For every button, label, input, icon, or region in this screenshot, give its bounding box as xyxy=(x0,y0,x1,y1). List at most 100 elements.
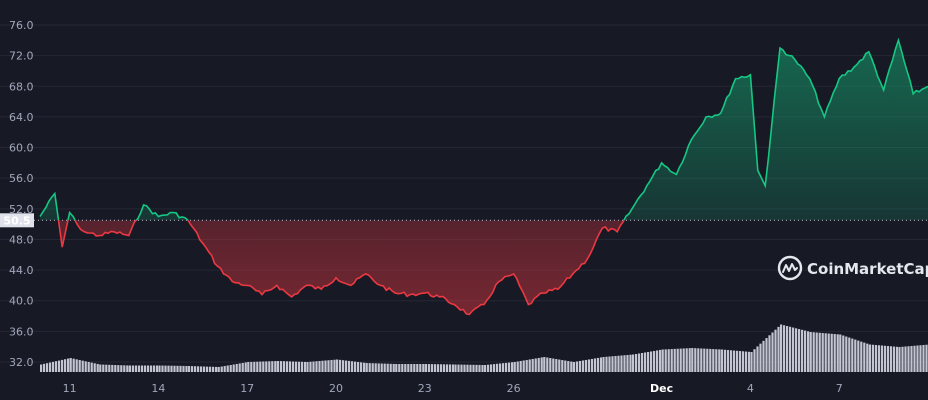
volume-bar xyxy=(386,363,389,372)
volume-bar xyxy=(534,358,537,372)
volume-bar xyxy=(72,358,75,372)
volume-bar xyxy=(572,362,575,372)
volume-bar xyxy=(863,342,866,372)
volume-bar xyxy=(363,362,366,372)
volume-bar xyxy=(75,359,78,372)
volume-bar xyxy=(732,350,735,372)
volume-bar xyxy=(413,364,416,372)
volume-bar xyxy=(285,361,288,372)
volume-bar xyxy=(274,361,277,372)
volume-bar xyxy=(807,331,810,372)
volume-bar xyxy=(330,359,333,372)
volume-bar xyxy=(389,363,392,372)
y-tick-label: 60.0 xyxy=(9,142,34,155)
volume-bar xyxy=(499,363,502,372)
volume-bar xyxy=(203,366,206,372)
volume-bar xyxy=(685,348,688,372)
volume-bar xyxy=(907,346,910,372)
volume-bar xyxy=(173,365,176,372)
volume-bar xyxy=(712,349,715,372)
volume-bar xyxy=(839,334,842,372)
x-tick-label: Dec xyxy=(650,382,673,395)
volume-bar xyxy=(676,348,679,372)
series-line-up xyxy=(39,37,928,221)
volume-bar xyxy=(780,324,783,372)
volume-bar xyxy=(741,351,744,372)
volume-bar xyxy=(656,350,659,372)
volume-bar xyxy=(762,340,765,372)
x-tick-label: 14 xyxy=(151,382,165,395)
volume-bar xyxy=(880,345,883,372)
volume-bar xyxy=(919,345,922,372)
volume-bar xyxy=(176,365,179,372)
volume-bar xyxy=(244,362,247,372)
volume-bar xyxy=(407,364,410,372)
volume-bar xyxy=(546,357,549,372)
y-axis: 32.0 36.0 40.0 44.0 48.0 52.0 56.0 60.0 64.0 68.0… xyxy=(9,19,34,369)
volume-bar xyxy=(235,363,238,372)
volume-bar xyxy=(925,344,928,372)
volume-bar xyxy=(720,349,723,372)
volume-bar xyxy=(487,364,490,372)
volume-bar xyxy=(664,349,667,372)
volume-bar xyxy=(475,364,478,372)
volume-bar xyxy=(661,349,664,372)
volume-bar xyxy=(895,346,898,372)
volume-bar xyxy=(466,364,469,372)
volume-bar xyxy=(493,364,496,372)
y-tick-label: 64.0 xyxy=(9,111,34,124)
volume-bar xyxy=(294,361,297,372)
volume-bar xyxy=(892,346,895,372)
volume-bar xyxy=(279,361,282,372)
x-tick-label: 20 xyxy=(329,382,343,395)
volume-bar xyxy=(401,364,404,372)
y-tick-label: 32.0 xyxy=(9,356,34,369)
volume-bar xyxy=(590,358,593,372)
volume-bar xyxy=(709,348,712,372)
volume-bar xyxy=(67,358,70,372)
volume-bar xyxy=(209,366,212,372)
volume-bar xyxy=(123,365,126,372)
volume-bar xyxy=(567,361,570,372)
volume-bar xyxy=(783,325,786,372)
volume-bar xyxy=(200,366,203,372)
volume-bar xyxy=(291,361,294,372)
volume-bar xyxy=(102,364,105,372)
volume-bar xyxy=(188,366,191,372)
volume-bar xyxy=(137,365,140,372)
volume-bar xyxy=(889,346,892,372)
volume-bar xyxy=(445,364,448,372)
volume-bar xyxy=(404,364,407,372)
volume-bar xyxy=(398,364,401,372)
volume-bar xyxy=(395,364,398,372)
volume-bar xyxy=(61,359,64,372)
volume-bar xyxy=(238,363,241,372)
volume-bar xyxy=(877,345,880,372)
volume-bar xyxy=(570,361,573,372)
volume-bar xyxy=(232,364,235,372)
volume-bar xyxy=(345,360,348,372)
volume-bar xyxy=(792,327,795,372)
volume-bar xyxy=(552,358,555,372)
volume-bar xyxy=(555,359,558,372)
watermark-text: CoinMarketCap xyxy=(807,260,928,278)
volume-bar xyxy=(374,363,377,372)
volume-bar xyxy=(265,361,268,372)
volume-bar xyxy=(120,365,123,372)
volume-bar xyxy=(182,365,185,372)
volume-bar xyxy=(271,361,274,372)
x-axis: 11 14 17 20 23 26 Dec 4 7 xyxy=(63,382,843,395)
volume-bar xyxy=(368,363,371,372)
volume-bar xyxy=(81,360,84,372)
volume-bar xyxy=(288,361,291,372)
volume-bar xyxy=(744,351,747,372)
volume-bar xyxy=(670,349,673,372)
volume-bar xyxy=(871,344,874,372)
volume-bar xyxy=(854,339,857,372)
volume-bar xyxy=(93,363,96,372)
volume-bar xyxy=(419,364,422,372)
volume-bar xyxy=(128,365,131,372)
volume-bar xyxy=(759,343,762,372)
volume-bar xyxy=(360,362,363,372)
